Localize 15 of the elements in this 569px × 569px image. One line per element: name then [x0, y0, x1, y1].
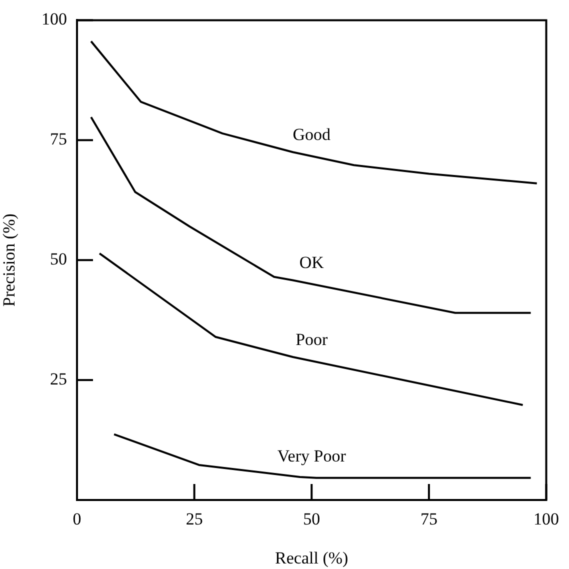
x-axis-title: Recall (%): [275, 548, 348, 568]
x-tick-label: 75: [420, 510, 438, 529]
x-tick-label: 50: [303, 510, 320, 529]
series-label: Poor: [296, 330, 328, 349]
y-tick-label: 100: [42, 10, 67, 29]
x-tick-label: 0: [72, 510, 82, 529]
x-tick-label: 100: [534, 510, 559, 529]
series-label: OK: [299, 252, 325, 272]
series-label: Very Poor: [277, 446, 346, 466]
x-tick-label: 25: [186, 510, 203, 529]
y-tick-label: 25: [50, 370, 67, 389]
series-label: Good: [292, 125, 332, 144]
y-tick-label: 50: [50, 250, 67, 269]
y-tick-label: 75: [50, 130, 67, 149]
y-axis-title: Precision (%): [0, 214, 19, 307]
